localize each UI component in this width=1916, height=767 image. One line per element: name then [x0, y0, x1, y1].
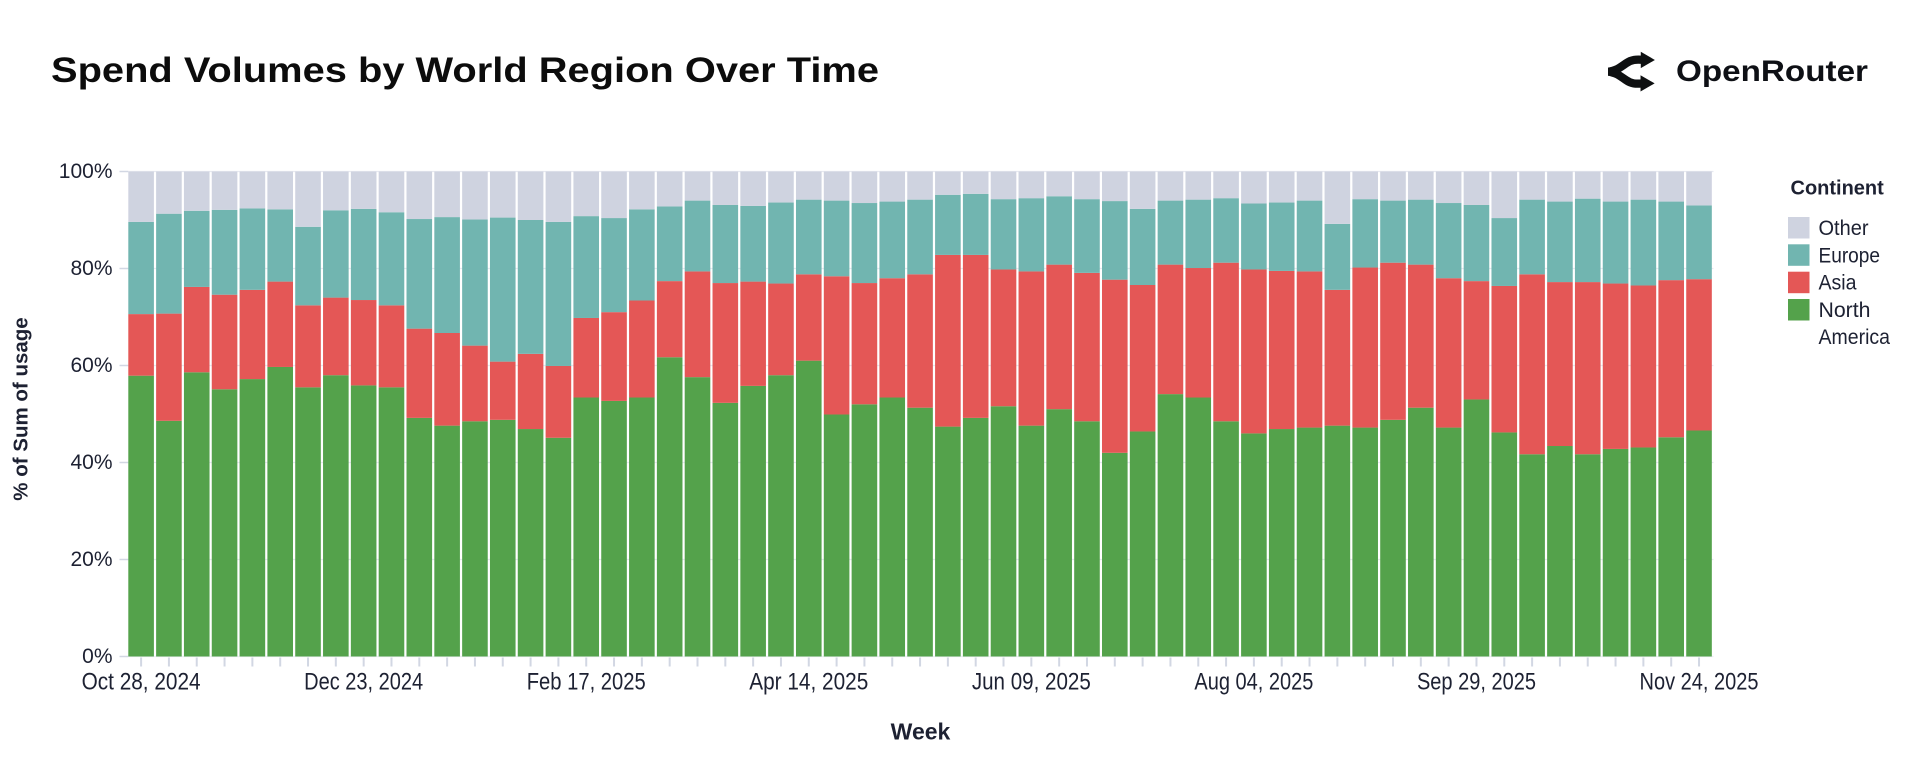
svg-text:Asia: Asia: [1819, 272, 1857, 295]
svg-text:Week: Week: [891, 719, 951, 745]
svg-text:North: North: [1819, 299, 1871, 322]
svg-text:Dec 23, 2024: Dec 23, 2024: [304, 669, 423, 696]
svg-text:60%: 60%: [70, 354, 112, 377]
svg-text:Spend Volumes by World Region: Spend Volumes by World Region Over Time: [51, 51, 879, 90]
svg-text:Oct 28, 2024: Oct 28, 2024: [82, 669, 201, 696]
svg-text:40%: 40%: [70, 451, 112, 474]
svg-text:0%: 0%: [82, 645, 112, 668]
svg-text:Other: Other: [1819, 217, 1869, 240]
svg-text:Aug 04, 2025: Aug 04, 2025: [1194, 669, 1313, 696]
svg-text:Apr 14, 2025: Apr 14, 2025: [749, 669, 868, 696]
svg-text:Sep 29, 2025: Sep 29, 2025: [1417, 669, 1536, 696]
svg-text:OpenRouter: OpenRouter: [1676, 55, 1868, 88]
svg-text:Continent: Continent: [1791, 178, 1885, 200]
svg-text:80%: 80%: [70, 257, 112, 280]
svg-text:100%: 100%: [59, 160, 113, 183]
svg-text:20%: 20%: [70, 548, 112, 571]
svg-text:% of Sum of usage: % of Sum of usage: [10, 317, 33, 500]
svg-text:Nov 24, 2025: Nov 24, 2025: [1640, 669, 1759, 696]
svg-text:America: America: [1819, 326, 1891, 349]
svg-text:Jun 09, 2025: Jun 09, 2025: [972, 669, 1091, 696]
svg-text:Feb 17, 2025: Feb 17, 2025: [527, 669, 646, 696]
svg-text:Europe: Europe: [1819, 244, 1881, 267]
